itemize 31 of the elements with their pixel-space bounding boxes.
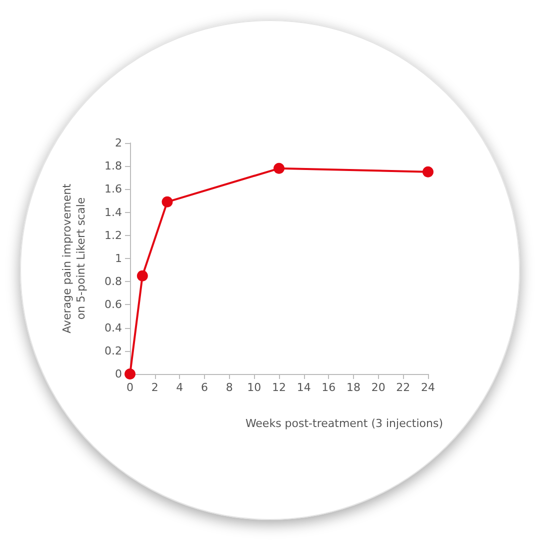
y-tick-label: 0.2 — [104, 344, 122, 358]
point — [162, 196, 173, 208]
x-tick-label: 4 — [176, 381, 184, 394]
x-tick-label: 0 — [126, 381, 134, 394]
y-tick-label: 0.8 — [104, 275, 122, 288]
x-tick-label: 2 — [151, 381, 158, 394]
point — [124, 368, 136, 380]
x-tick-label: 10 — [247, 381, 262, 394]
x-tick-label: 16 — [322, 381, 336, 394]
y-tick-label: 0.4 — [104, 321, 122, 334]
y-tick-label: 1 — [115, 252, 122, 265]
x-tick-label: 14 — [296, 381, 311, 394]
y-tick-label: 1.8 — [104, 160, 122, 173]
x-tick-label: 8 — [226, 381, 233, 394]
y-tick-label: 1.2 — [104, 228, 122, 242]
x-tick-label: 22 — [396, 381, 410, 394]
x-axis-title: Weeks post-treatment (3 injections) — [245, 417, 443, 430]
point — [274, 162, 284, 174]
x-tick-label: 12 — [272, 381, 286, 394]
y-tick-label: 0.6 — [104, 298, 122, 312]
point — [422, 166, 434, 178]
x-tick-label: 24 — [421, 381, 435, 394]
y-tick-label: 1.6 — [104, 182, 122, 196]
y-tick-label: 0 — [115, 368, 122, 380]
x-tick-label: 6 — [201, 381, 208, 394]
y-tick-label: 2 — [115, 136, 122, 150]
point — [136, 270, 148, 282]
x-tick-label: 20 — [371, 381, 386, 394]
y-tick-label: 1.4 — [104, 206, 122, 219]
y-axis-title: Average pain improvement on 5-point Likert scale — [60, 182, 88, 334]
x-tick-label: 18 — [346, 381, 360, 394]
